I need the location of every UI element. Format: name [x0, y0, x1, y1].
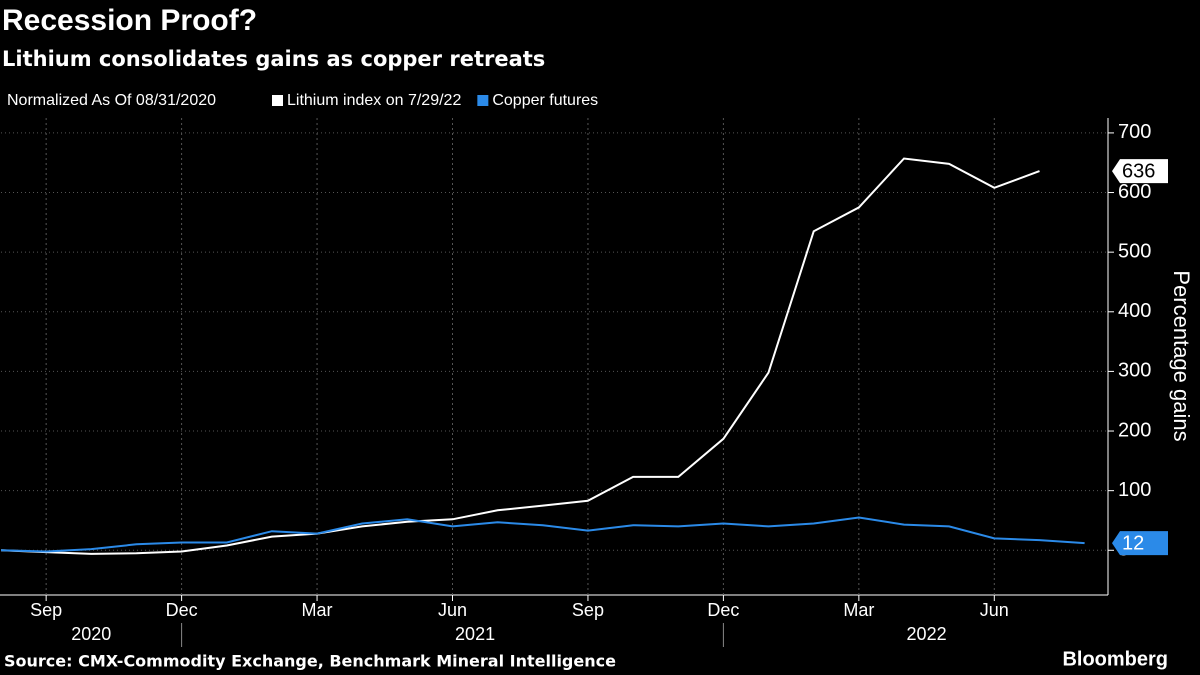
- brand: Bloomberg: [1062, 648, 1168, 670]
- x-tick-label: Sep: [572, 600, 604, 620]
- x-tick-label: Jun: [980, 600, 1009, 620]
- series-line: [0, 516, 1085, 553]
- x-tick-label: Dec: [707, 600, 739, 620]
- source: Source: CMX-Commodity Exchange, Benchmar…: [4, 652, 616, 671]
- end-label: 636: [1122, 160, 1155, 182]
- y-tick-label: 400: [1118, 300, 1151, 322]
- year-label: 2020: [71, 624, 111, 644]
- x-tick-label: Mar: [302, 600, 333, 620]
- y-tick-label: 700: [1118, 121, 1151, 143]
- end-label-box: [1112, 159, 1168, 184]
- legend-swatch: [477, 95, 489, 106]
- x-tick-label: Sep: [30, 600, 62, 620]
- chart-subtitle: Lithium consolidates gains as copper ret…: [2, 47, 545, 71]
- x-tick-label: Jun: [438, 600, 467, 620]
- end-label-box: [1112, 531, 1168, 556]
- series-line: [0, 157, 1040, 555]
- legend-swatch: [272, 95, 283, 106]
- y-tick-label: 500: [1118, 240, 1151, 262]
- year-label: 2022: [907, 624, 947, 644]
- legend-label: Lithium index on 7/29/22: [287, 92, 461, 109]
- year-label: 2021: [455, 624, 495, 644]
- y-tick-label: 100: [1118, 479, 1151, 501]
- y-tick-label: 300: [1118, 360, 1151, 382]
- legend-label: Copper futures: [492, 92, 598, 109]
- y-tick-label: 600: [1118, 181, 1151, 203]
- y-tick-label: 200: [1118, 419, 1151, 441]
- end-label: 12: [1122, 532, 1144, 554]
- y-axis-label: Percentage gains: [1169, 270, 1194, 441]
- chart-title: Recession Proof?: [2, 4, 257, 37]
- x-tick-label: Mar: [843, 600, 874, 620]
- x-tick-label: Dec: [166, 600, 198, 620]
- legend-note: Normalized As Of 08/31/2020: [7, 92, 216, 109]
